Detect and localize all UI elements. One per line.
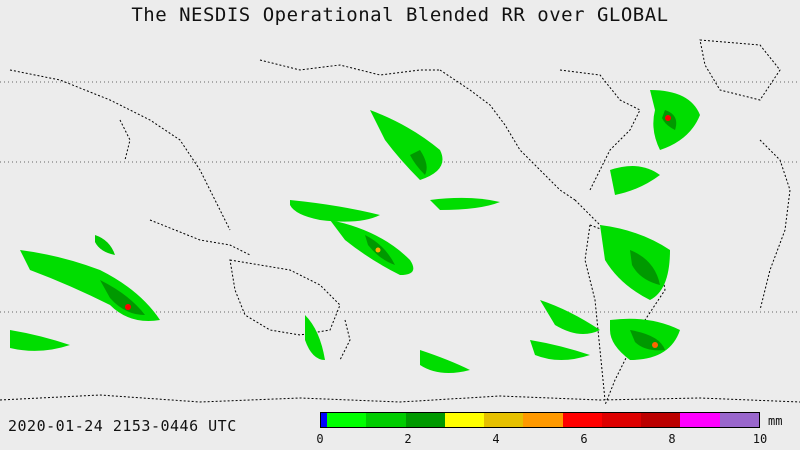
colorbar-segment [680, 413, 720, 427]
colorbar-segment [405, 413, 445, 427]
colorbar-tick-label: 2 [404, 432, 412, 446]
observation-time: 2020-01-24 2153-0446 UTC [8, 417, 237, 435]
colorbar-unit: mm [768, 414, 783, 428]
colorbar-segment [321, 413, 327, 427]
colorbar-segment [562, 413, 602, 427]
colorbar-segment [523, 413, 563, 427]
colorbar-tick-label: 4 [492, 432, 500, 446]
colorbar-tick-label: 8 [668, 432, 676, 446]
colorbar-tick-label: 6 [580, 432, 588, 446]
coastlines [0, 39, 800, 406]
colorbar-segment [327, 413, 367, 427]
colorbar-segment [444, 413, 485, 427]
colorbar-segment [484, 413, 524, 427]
precipitation-map [0, 39, 800, 406]
colorbar-segment [601, 413, 642, 427]
colorbar-segment [719, 413, 759, 427]
colorbar [320, 412, 760, 428]
colorbar-segment [366, 413, 406, 427]
colorbar-segment [641, 413, 681, 427]
map-title: The NESDIS Operational Blended RR over G… [131, 4, 669, 26]
rainfall-areas [10, 90, 700, 374]
latitude-gridlines [0, 81, 800, 313]
colorbar-tick-label: 10 [752, 432, 768, 446]
colorbar-tick-label: 0 [316, 432, 324, 446]
